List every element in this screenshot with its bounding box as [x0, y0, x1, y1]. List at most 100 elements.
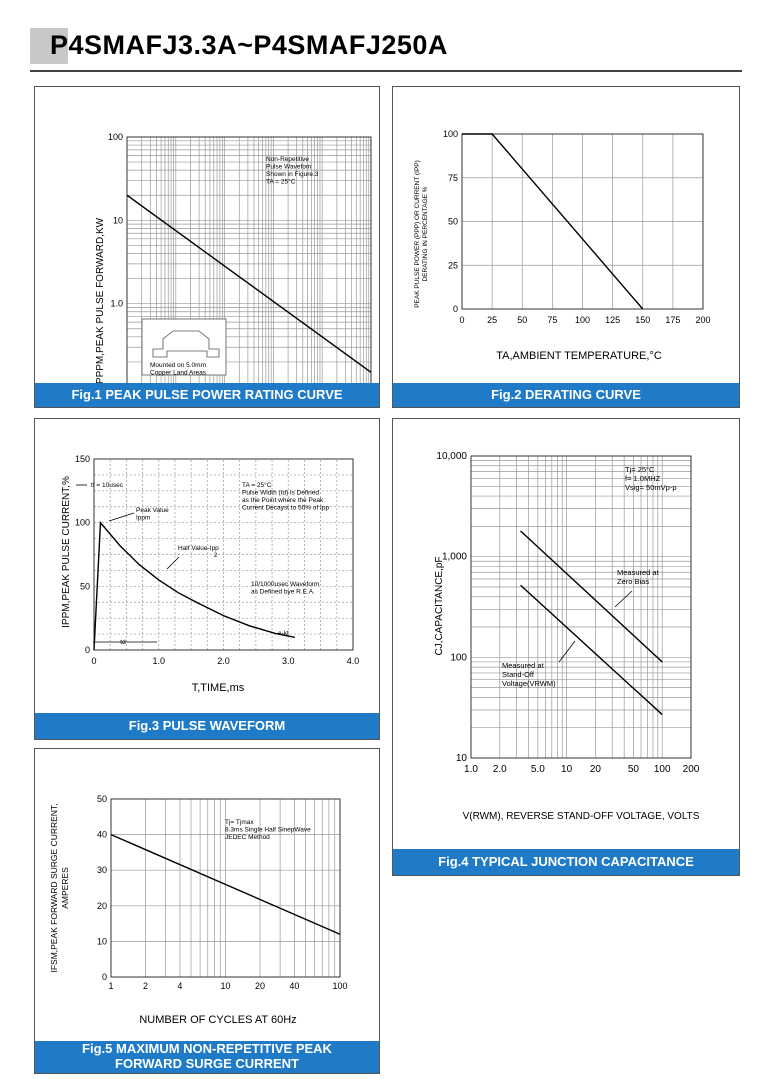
x-tick-label: 50 — [628, 764, 640, 775]
fig3-conditions-line: Current Decayst to 50% of Ipp — [242, 505, 329, 512]
fig3-half-value-arrow — [166, 556, 180, 570]
fig4-standoff-label: Voltage(VRWM) — [502, 679, 556, 688]
fig1-inset-box — [141, 318, 227, 376]
x-tick-label: 1 — [108, 981, 113, 991]
fig3-conditions-line: Pulse Width (td) is Defined — [242, 490, 319, 497]
y-tick-label: 25 — [448, 260, 458, 270]
fig1-inset-package-drawing — [152, 330, 220, 358]
series-line-1 — [110, 833, 341, 935]
fig3-peak-arrow — [108, 512, 135, 522]
fig2-caption: Fig.2 DERATING CURVE — [393, 383, 739, 407]
fig5-y-axis-label-line-1: IFSM,PEAK FORWARD SURGE CURRENT, — [49, 803, 59, 972]
fig3-half-value-label: Half Value-Ipp — [178, 545, 219, 552]
fig2-y-axis-label-line-1: PEAK PULSE POWER (PPP) OR CURRENT (IPP) — [414, 160, 421, 308]
x-tick-label: 20 — [590, 764, 602, 775]
x-tick-label: 1.0 — [464, 764, 478, 775]
y-tick-label: 20 — [97, 901, 107, 911]
x-tick-label: 4 — [177, 981, 182, 991]
fig3-peak-label: Ippm — [136, 515, 150, 522]
fig3-tf-label: tf = 10usec — [91, 482, 124, 489]
fig5-note-line: Tj= Tjmax — [225, 819, 254, 826]
x-tick-label: 150 — [635, 315, 650, 325]
x-tick-label: 100 — [332, 981, 347, 991]
fig3-conditions-line: TA = 25°C — [242, 481, 272, 489]
x-tick-label: 100 — [654, 764, 671, 775]
y-tick-label: 100 — [443, 129, 458, 139]
fig5-caption-line-2: FORWARD SURGE CURRENT — [115, 1056, 299, 1071]
y-tick-label: 50 — [97, 794, 107, 804]
fig5-caption-line-1: Fig.5 MAXIMUM NON-REPETITIVE PEAK — [82, 1041, 332, 1057]
x-tick-label: 0 — [91, 656, 96, 666]
x-tick-label: 1.0 — [152, 656, 165, 666]
y-tick-label: 75 — [448, 173, 458, 183]
fig3-caption: Fig.3 PULSE WAVEFORM — [35, 713, 379, 739]
x-tick-label: 40 — [289, 981, 299, 991]
x-tick-label: 2 — [143, 981, 148, 991]
fig1-note-line: Pulse Wavefom — [266, 164, 311, 171]
y-tick-label: 100 — [450, 652, 467, 663]
y-tick-label: 10 — [113, 215, 123, 225]
fig3-x-axis-label: T,TIME,ms — [192, 682, 245, 694]
x-tick-label: 200 — [695, 315, 710, 325]
x-tick-label: 10 — [220, 981, 230, 991]
y-tick-label: 1.0 — [110, 299, 123, 309]
fig4-zero-bias-label: Zero Bias — [617, 577, 649, 586]
fig3-half-value-denominator: 2 — [214, 553, 218, 559]
y-tick-label: 50 — [448, 217, 458, 227]
fig2-y-axis-label-line-2: DERATING IN PERCENTAGE % — [422, 186, 429, 281]
title-accent-tab — [30, 28, 68, 64]
fig5-note-line: JEDEC Method — [225, 834, 270, 841]
fig3-waveform-label: as Defined bye R.E.A. — [251, 589, 315, 596]
fig4-y-axis-label: CJ,CAPACITANCE,pF — [434, 556, 445, 655]
fig3-panel: 0 1.0 2.0 3.0 4.0 0 50 100 150 tf = 10usec TA = 25… — [34, 418, 380, 740]
fig1-panel: 0.11.0101001000100000.11.010100Non-Repet… — [34, 86, 380, 408]
fig3-decay-label: e-kt — [278, 630, 289, 637]
x-tick-label: 10 — [561, 764, 573, 775]
series-line-1 — [126, 194, 372, 373]
plot-frame — [110, 798, 341, 978]
y-tick-label: 100 — [75, 518, 90, 528]
plot-frame — [126, 136, 372, 387]
x-tick-label: 3.0 — [282, 656, 295, 666]
fig4-zero-bias-label: Measured at — [617, 568, 660, 577]
fig5-panel: 1 2 4 10 20 40 100 0 10 20 30 40 50 Tj= Tjmax 8.3ms Si… — [34, 748, 380, 1074]
x-tick-label: 20 — [255, 981, 265, 991]
y-tick-label: 0 — [85, 645, 90, 655]
fig5-y-axis-label-line-2: AMPERES — [60, 867, 70, 909]
x-tick-label: 5.0 — [531, 764, 545, 775]
y-tick-label: 30 — [97, 865, 107, 875]
fig1-caption: Fig.1 PEAK PULSE POWER RATING CURVE — [35, 383, 379, 407]
fig4-standoff-label: Stand-Off — [502, 670, 535, 679]
x-tick-label: 125 — [605, 315, 620, 325]
fig4-chart: 1.0 2.0 5.0 10 20 50 100 200 10 100 1,000 10,000 Tj=… — [434, 451, 700, 822]
y-tick-label: 50 — [80, 581, 90, 591]
y-tick-label: 10,000 — [436, 451, 467, 462]
series-line-1 — [462, 133, 644, 310]
fig3-waveform-label: 10/1000usec Waveform — [251, 581, 319, 588]
fig1-note-line: Shown in Figure.3 — [266, 171, 319, 178]
x-tick-label: 100 — [575, 315, 590, 325]
y-tick-label: 150 — [75, 454, 90, 464]
x-tick-label: 200 — [683, 764, 700, 775]
fig5-x-axis-label: NUMBER OF CYCLES AT 60Hz — [139, 1014, 296, 1026]
x-tick-label: 175 — [665, 315, 680, 325]
y-tick-label: 40 — [97, 830, 107, 840]
fig1-chart: 0.11.0101001000100000.11.010100Non-Repet… — [95, 132, 372, 387]
plot-frame — [461, 133, 704, 310]
x-tick-label: 0 — [459, 315, 464, 325]
y-tick-label: 10 — [456, 753, 468, 764]
x-tick-label: 75 — [547, 315, 557, 325]
fig5-caption: Fig.5 MAXIMUM NON-REPETITIVE PEAK FORWAR… — [35, 1041, 379, 1073]
fig3-y-axis-label: IPPM,PEAK PULSE CURRENT,% — [61, 476, 72, 628]
fig1-note-line: Non-Repetitive — [266, 156, 309, 163]
y-tick-label: 0 — [102, 972, 107, 982]
fig3-conditions-line: as the Point where the Peak — [242, 497, 324, 504]
fig3-peak-label: Peak Value — [136, 507, 169, 514]
title-rule — [30, 70, 742, 72]
y-tick-label: 100 — [108, 132, 123, 142]
fig4-panel: 1.0 2.0 5.0 10 20 50 100 200 10 100 1,000 10,000 Tj=… — [392, 418, 740, 876]
x-tick-label: 50 — [517, 315, 527, 325]
x-tick-label: 25 — [487, 315, 497, 325]
y-tick-label: 1,000 — [442, 552, 467, 563]
